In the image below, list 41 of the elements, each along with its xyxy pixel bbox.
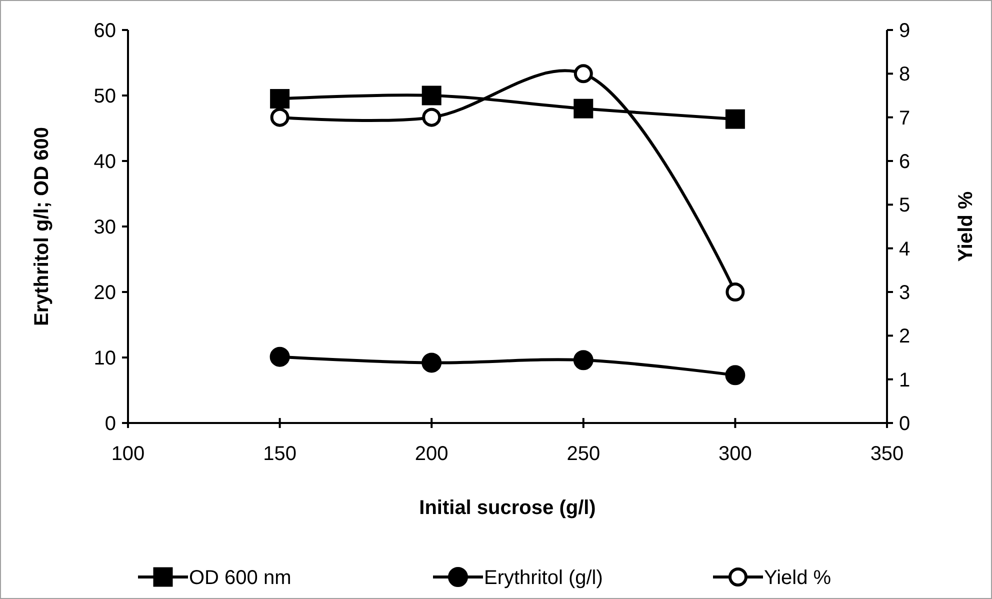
y-tick-label: 0 xyxy=(104,413,116,435)
point xyxy=(573,350,594,370)
y2-tick-label: 1 xyxy=(899,369,910,392)
x-axis-title: Initial sucrose (g/l) xyxy=(419,497,596,519)
y-tick-label: 60 xyxy=(94,20,116,42)
point xyxy=(422,108,442,127)
point xyxy=(270,108,290,127)
point xyxy=(725,365,746,386)
y2-tick-label: 5 xyxy=(899,194,910,217)
legend-label: Erythritol (g/l) xyxy=(484,567,603,589)
x-tick-label: 250 xyxy=(566,443,600,465)
x-tick-label: 350 xyxy=(870,443,904,465)
y-tick-label: 30 xyxy=(94,216,116,238)
y2-tick-label: 8 xyxy=(899,64,910,86)
x-tick-label: 200 xyxy=(414,443,448,465)
point xyxy=(725,109,745,129)
y2-tick-label: 6 xyxy=(899,151,910,173)
point xyxy=(726,282,745,302)
point xyxy=(574,64,593,84)
y2-tick-label: 0 xyxy=(899,413,910,435)
y-tick-label: 40 xyxy=(94,151,116,173)
legend-label: OD 600 nm xyxy=(189,567,292,589)
y2-tick-label: 7 xyxy=(899,107,910,130)
legend-label: Yield % xyxy=(764,567,832,589)
y2-tick-label: 4 xyxy=(899,238,910,260)
point xyxy=(574,98,594,118)
y-tick-label: 20 xyxy=(94,282,116,304)
point xyxy=(270,89,290,109)
y-tick-label: 50 xyxy=(94,86,116,108)
y-axis-title: Erythritol g/l; OD 600 xyxy=(31,127,53,326)
y2-tick-label: 9 xyxy=(899,20,910,42)
y2-axis-title: Yield % xyxy=(955,191,977,262)
point xyxy=(270,346,290,367)
point xyxy=(422,86,442,106)
x-tick-label: 100 xyxy=(111,443,145,465)
y2-tick-label: 3 xyxy=(899,282,910,304)
x-tick-label: 300 xyxy=(718,443,752,465)
x-tick-label: 150 xyxy=(263,443,296,465)
point xyxy=(422,352,442,373)
y-tick-label: 10 xyxy=(94,348,116,370)
y2-tick-label: 2 xyxy=(899,326,910,348)
